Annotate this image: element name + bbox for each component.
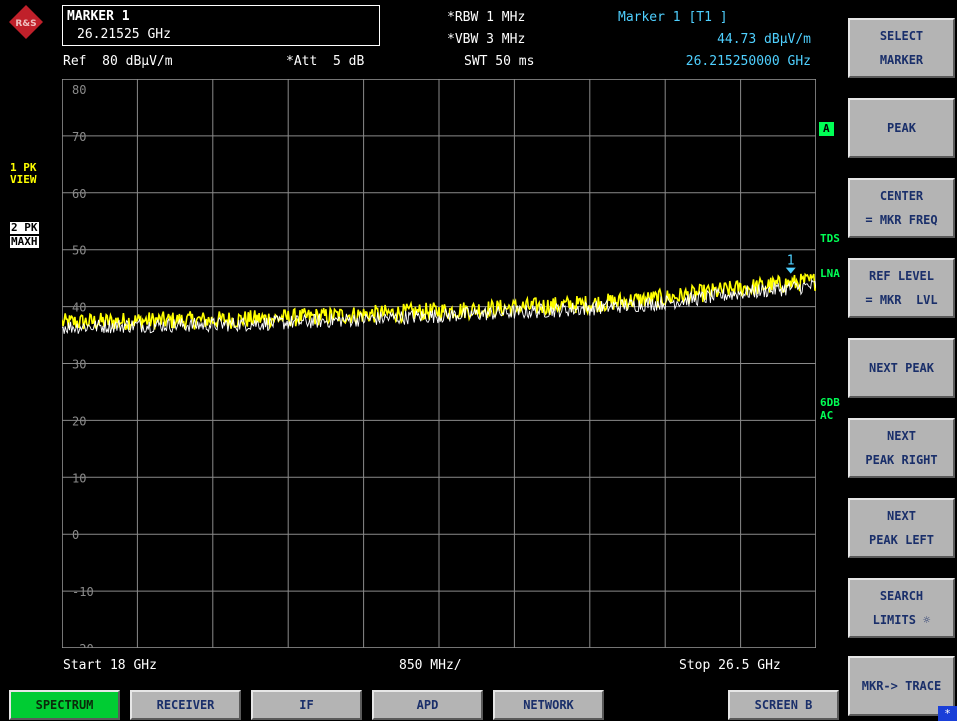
y-tick-label: -20 (72, 642, 94, 648)
rohde-schwarz-logo-icon: R&S (9, 5, 43, 39)
sweep-time: SWT 50 ms (464, 54, 535, 69)
marker-1-label: 1 (787, 254, 795, 269)
tab-if[interactable]: IF (251, 690, 362, 720)
tab-network[interactable]: NETWORK (493, 690, 604, 720)
ref-level-mkr-lvl-button[interactable]: REF LEVEL = MKR LVL (848, 258, 955, 318)
y-tick-labels: 80 70 60 50 40 30 20 10 0 -10 -20 (72, 83, 94, 648)
y-tick-label: 80 (72, 83, 86, 97)
6db-label: 6DB (820, 396, 840, 409)
plot-grid (62, 79, 816, 648)
trace2-label: 2 PK MAXH (10, 221, 39, 248)
y-tick-label: 30 (72, 358, 86, 372)
center-mkr-freq-button[interactable]: CENTER = MKR FREQ (848, 178, 955, 238)
lna-label: LNA (820, 267, 840, 280)
screen-indicator-icon: * (938, 706, 957, 721)
trace-1-line (62, 272, 816, 331)
marker-info-box: MARKER 1 26.21525 GHz (62, 5, 380, 46)
tab-spectrum[interactable]: SPECTRUM (9, 690, 120, 720)
y-tick-label: 60 (72, 187, 86, 201)
tab-receiver[interactable]: RECEIVER (130, 690, 241, 720)
next-peak-button[interactable]: NEXT PEAK (848, 338, 955, 398)
select-marker-button[interactable]: SELECT MARKER (848, 18, 955, 78)
trace-a-badge: A (819, 122, 834, 136)
rbw-setting: *RBW 1 MHz (447, 10, 526, 25)
y-tick-label: 70 (72, 130, 86, 144)
marker-box-title: MARKER 1 (67, 9, 130, 24)
y-tick-label: -10 (72, 585, 94, 599)
mkr-to-trace-button[interactable]: MKR-> TRACE (848, 656, 955, 716)
marker-readout-frequency: 26.215250000 GHz (685, 54, 811, 69)
marker-readout-title: Marker 1 [T1 ] (618, 10, 728, 25)
marker-layer: 1 (785, 254, 796, 274)
y-tick-label: 40 (72, 301, 86, 315)
y-tick-label: 0 (72, 528, 79, 542)
reference-level: Ref 80 dBμV/m (63, 54, 173, 69)
attenuation: *Att 5 dB (286, 54, 365, 69)
stop-frequency: Stop 26.5 GHz (679, 658, 781, 673)
trace1-label: 1 PK VIEW (10, 161, 37, 186)
marker-1-triangle (785, 267, 796, 274)
tds-label: TDS (820, 232, 840, 245)
start-frequency: Start 18 GHz (63, 658, 157, 673)
peak-button[interactable]: PEAK (848, 98, 955, 158)
trace-2-line (62, 278, 816, 335)
ac-label: AC (820, 409, 834, 422)
svg-text:R&S: R&S (15, 19, 36, 29)
spectrum-plot[interactable]: 80 70 60 50 40 30 20 10 0 -10 -20 1 (62, 79, 816, 648)
y-tick-label: 20 (72, 414, 86, 428)
next-peak-left-button[interactable]: NEXT PEAK LEFT (848, 498, 955, 558)
search-limits-button[interactable]: SEARCH LIMITS ☼ (848, 578, 955, 638)
y-tick-label: 10 (72, 471, 86, 485)
trace-layer (62, 272, 816, 335)
tab-apd[interactable]: APD (372, 690, 483, 720)
vbw-setting: *VBW 3 MHz (447, 32, 526, 47)
tab-screen-b[interactable]: SCREEN B (728, 690, 839, 720)
marker-box-frequency: 26.21525 GHz (77, 27, 171, 42)
span-per-division: 850 MHz/ (399, 658, 462, 673)
next-peak-right-button[interactable]: NEXT PEAK RIGHT (848, 418, 955, 478)
marker-readout-level: 44.73 dBμV/m (717, 32, 811, 47)
y-tick-label: 50 (72, 244, 86, 258)
